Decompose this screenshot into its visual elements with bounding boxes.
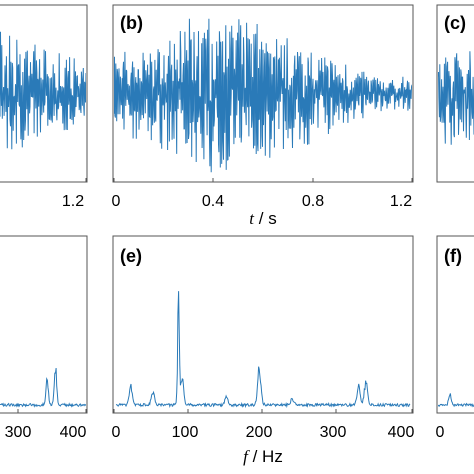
tick-marks [17, 178, 413, 413]
panel-label-e: (e) [120, 246, 142, 266]
spectrum-e [115, 291, 411, 409]
signal-traces [0, 18, 474, 409]
panel-d-frame [0, 235, 88, 414]
panel-label-f: (f) [444, 246, 462, 266]
panel-a-frame [0, 4, 88, 183]
xtick-b-3: 1.2 [390, 193, 412, 210]
panel-label-b: (b) [120, 13, 143, 33]
spectrum-d [0, 367, 86, 408]
panel-c-frame [436, 4, 474, 183]
panel-e-frame [112, 235, 414, 414]
xtick-e-3: 300 [320, 424, 347, 441]
time-axis-label: t / s [249, 209, 276, 228]
panel-frames [0, 4, 474, 414]
panel-label-c: (c) [444, 13, 466, 33]
time-signal-b [114, 18, 412, 173]
xtick-d-1: 400 [60, 424, 87, 441]
time-signal-c [438, 51, 474, 145]
xtick-e-1: 100 [172, 424, 199, 441]
freq-axis-label: f / Hz [243, 447, 283, 466]
xtick-e-2: 200 [246, 424, 273, 441]
xtick-e-0: 0 [112, 424, 121, 441]
xtick-b-1: 0.4 [202, 193, 224, 210]
panel-b-frame [112, 4, 414, 183]
xtick-a-1: 1.2 [62, 193, 84, 210]
xtick-d-0: 300 [5, 424, 32, 441]
xtick-f-0: 0 [436, 424, 445, 441]
spectrum-f [438, 393, 474, 408]
time-signal-a [0, 31, 86, 150]
xtick-b-0: 0 [112, 193, 121, 210]
panel-f-frame [436, 235, 474, 414]
xtick-b-2: 0.8 [302, 193, 324, 210]
xtick-e-4: 400 [388, 424, 415, 441]
